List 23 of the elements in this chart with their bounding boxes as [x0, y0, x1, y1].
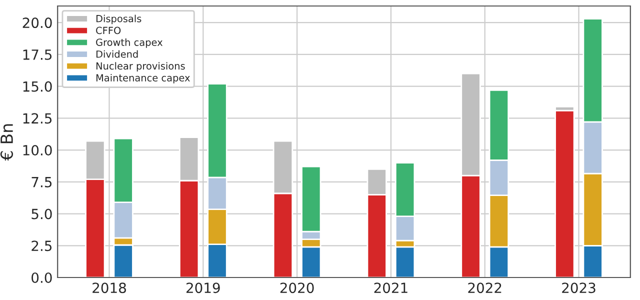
bar [554, 110, 575, 278]
y-tick-label: 0.0 [32, 272, 52, 283]
x-tick-label: 2021 [374, 282, 408, 294]
y-tick-label: 15.0 [23, 81, 52, 92]
legend-label: Dividend [96, 50, 138, 58]
legend-label: Maintenance capex [96, 74, 190, 84]
y-tick-label: 5.0 [32, 208, 52, 220]
legend-label: Growth capex [96, 38, 163, 48]
legend-label: Nuclear provisions [96, 62, 185, 72]
x-tick-label: 2020 [280, 282, 314, 294]
x-tick-label: 2022 [468, 282, 502, 294]
legend-label: CFFO [96, 26, 121, 34]
x-tick-label: 2019 [186, 282, 220, 294]
y-tick-label: 20.0 [22, 18, 52, 28]
y-tick-label: 10.0 [23, 145, 52, 156]
y-tick-label: 12.5 [23, 113, 52, 124]
x-tick-label: 2018 [92, 282, 126, 294]
legend-label: Disposals [96, 14, 142, 24]
y-tick-label: 2.5 [32, 240, 52, 252]
y-tick-label: 17.5 [23, 50, 52, 60]
y-axis-title: € Bn [0, 124, 14, 161]
x-tick-label: 2023 [562, 282, 596, 294]
y-tick-label: 7.5 [32, 177, 52, 188]
